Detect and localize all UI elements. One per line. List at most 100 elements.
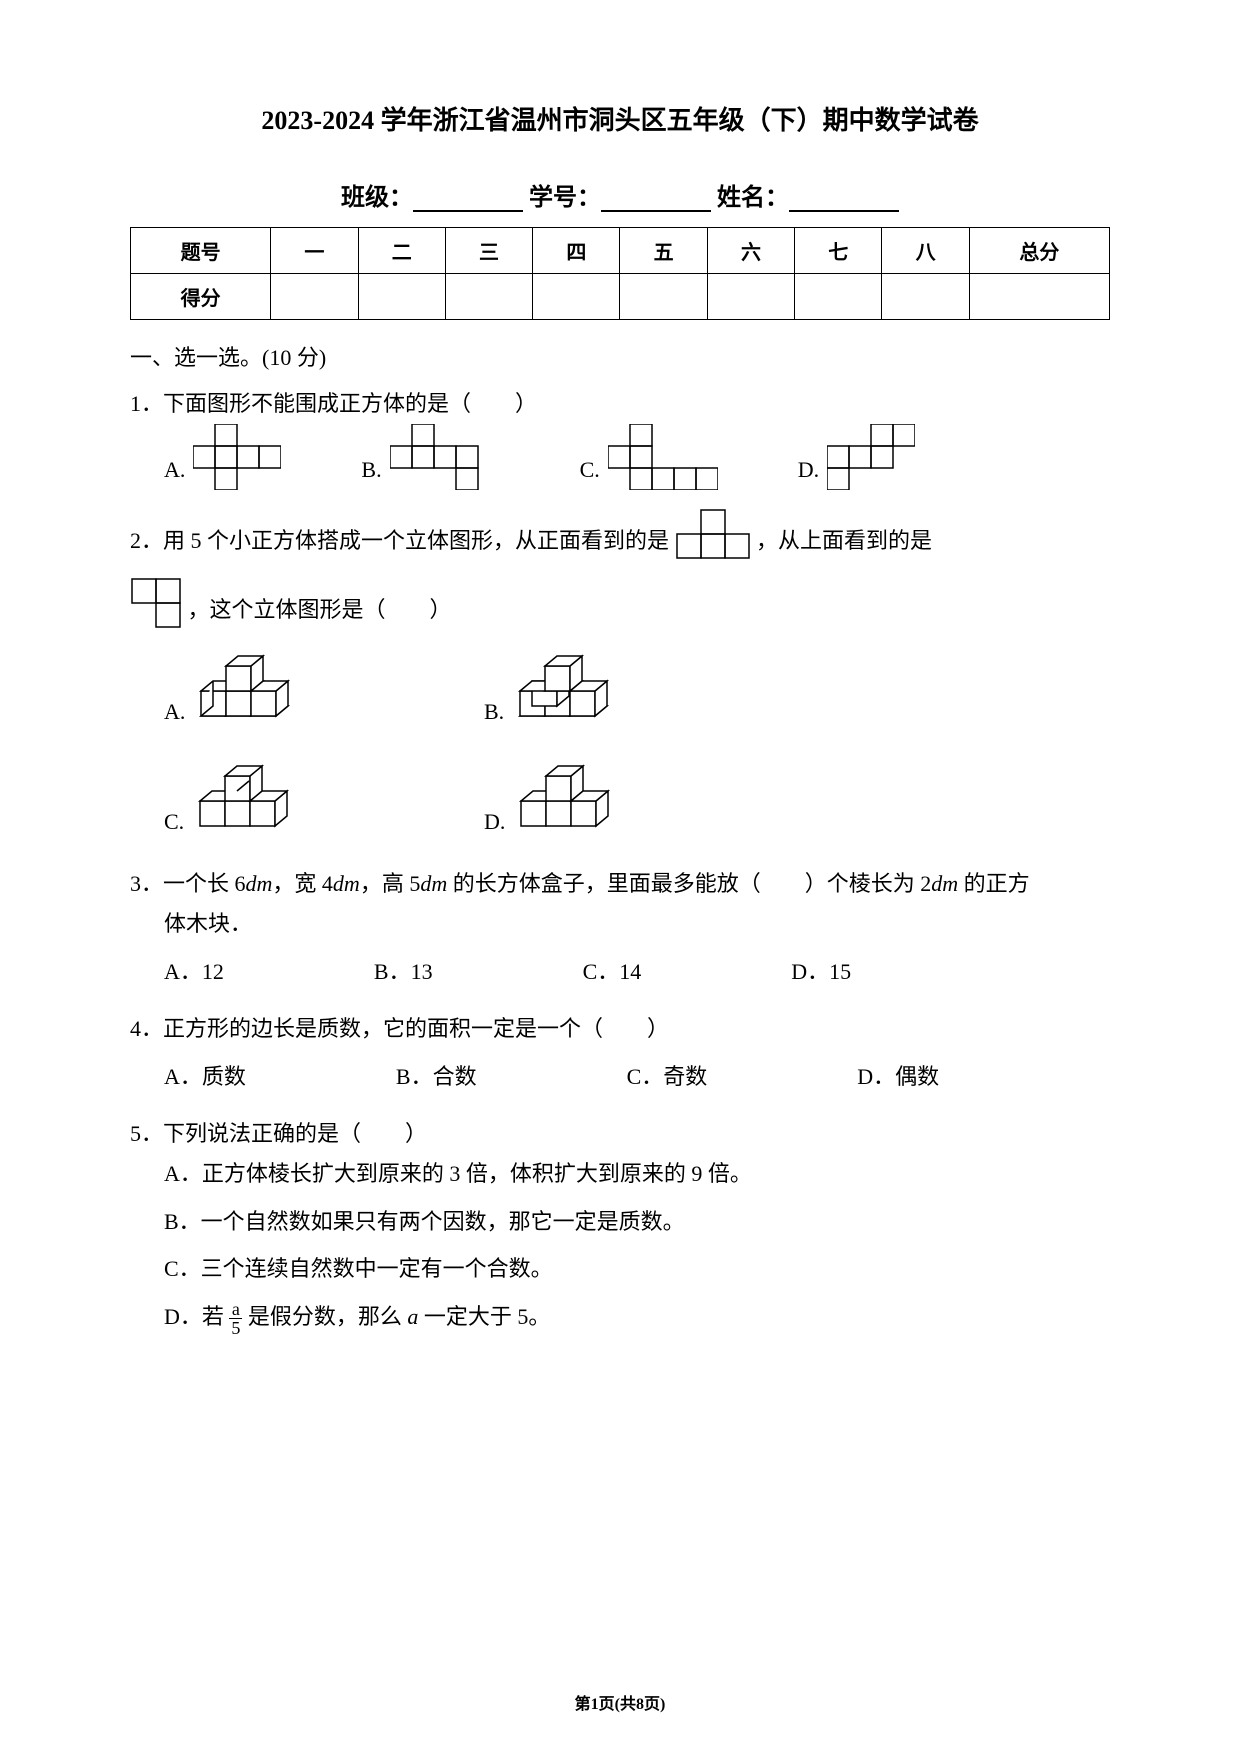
t: ，高 5 bbox=[360, 871, 421, 896]
var: a bbox=[407, 1304, 418, 1329]
q2-opt-d[interactable]: D. bbox=[484, 756, 804, 846]
top-view-icon bbox=[130, 577, 182, 646]
q2-text-a: 2．用 5 个小正方体搭成一个立体图形，从正面看到的是 bbox=[130, 527, 669, 552]
cube-net-a-icon bbox=[193, 424, 281, 490]
q1-opt-d[interactable]: D. bbox=[798, 424, 915, 490]
th: 六 bbox=[707, 228, 794, 274]
t: ，宽 4 bbox=[272, 871, 333, 896]
q2-opt-a[interactable]: A. bbox=[164, 646, 484, 736]
th: 八 bbox=[882, 228, 969, 274]
front-view-icon bbox=[675, 508, 751, 577]
q2-opt-c[interactable]: C. bbox=[164, 756, 484, 846]
score-table: 题号 一 二 三 四 五 六 七 八 总分 得分 bbox=[130, 227, 1110, 320]
cell[interactable] bbox=[795, 274, 882, 320]
opt-label: B. bbox=[484, 688, 504, 736]
iso-c-icon bbox=[190, 756, 310, 846]
name-blank[interactable] bbox=[789, 188, 899, 212]
unit: dm bbox=[246, 871, 273, 896]
q5-opt-b[interactable]: B．一个自然数如果只有两个因数，那它一定是质数。 bbox=[130, 1202, 1110, 1242]
q5-opt-c[interactable]: C．三个连续自然数中一定有一个合数。 bbox=[130, 1249, 1110, 1289]
q4-opt-d[interactable]: D．偶数 bbox=[857, 1057, 939, 1097]
unit: dm bbox=[931, 871, 958, 896]
table-row: 得分 bbox=[131, 274, 1110, 320]
cube-net-b-icon bbox=[390, 424, 500, 490]
q4-options: A．质数 B．合数 C．奇数 D．偶数 bbox=[130, 1057, 1110, 1097]
q1-opt-b[interactable]: B. bbox=[361, 424, 499, 490]
q3-opt-c[interactable]: C．14 bbox=[583, 952, 642, 992]
t: D．若 bbox=[164, 1304, 224, 1329]
row-label: 得分 bbox=[131, 274, 271, 320]
unit: dm bbox=[333, 871, 360, 896]
q1-opt-c[interactable]: C. bbox=[580, 424, 718, 490]
th: 一 bbox=[271, 228, 358, 274]
th: 二 bbox=[358, 228, 445, 274]
q1-options: A. B. C. bbox=[130, 424, 1110, 490]
q3-opt-a[interactable]: A．12 bbox=[164, 952, 224, 992]
iso-a-icon bbox=[191, 646, 311, 736]
th: 四 bbox=[533, 228, 620, 274]
opt-label: D. bbox=[798, 450, 819, 490]
section-heading: 一、选一选。(10 分) bbox=[130, 340, 1110, 372]
q2-text-b: ，从上面看到的是 bbox=[756, 527, 932, 552]
id-label: 学号： bbox=[529, 185, 601, 211]
page-footer: 第1页(共8页) bbox=[0, 1690, 1240, 1714]
unit: dm bbox=[420, 871, 447, 896]
q2-text-c: ，这个立体图形是（ ） bbox=[188, 597, 452, 622]
th: 题号 bbox=[131, 228, 271, 274]
cell[interactable] bbox=[707, 274, 794, 320]
q2-options: A. B. bbox=[130, 646, 1110, 846]
q5-text: 5．下列说法正确的是（ ） bbox=[130, 1114, 1110, 1154]
q4-opt-a[interactable]: A．质数 bbox=[164, 1057, 246, 1097]
id-blank[interactable] bbox=[601, 188, 711, 212]
q3-text: 3．一个长 6 bbox=[130, 871, 246, 896]
th: 五 bbox=[620, 228, 707, 274]
cube-net-d-icon bbox=[827, 424, 915, 490]
opt-label: C. bbox=[580, 450, 600, 490]
t: 的长方体盒子，里面最多能放（ ）个棱长为 2 bbox=[447, 871, 931, 896]
cell[interactable] bbox=[271, 274, 358, 320]
q3-opt-d[interactable]: D．15 bbox=[791, 952, 851, 992]
q5-opt-d[interactable]: D．若 a 5 是假分数，那么 a 一定大于 5。 bbox=[130, 1297, 1110, 1337]
opt-label: B. bbox=[361, 450, 381, 490]
t: 是假分数，那么 bbox=[248, 1304, 408, 1329]
question-3: 3．一个长 6dm，宽 4dm，高 5dm 的长方体盒子，里面最多能放（ ）个棱… bbox=[130, 864, 1110, 991]
q5-opt-a[interactable]: A．正方体棱长扩大到原来的 3 倍，体积扩大到原来的 9 倍。 bbox=[130, 1154, 1110, 1194]
q3-options: A．12 B．13 C．14 D．15 bbox=[130, 952, 1110, 992]
table-row: 题号 一 二 三 四 五 六 七 八 总分 bbox=[131, 228, 1110, 274]
numerator: a bbox=[229, 1300, 242, 1319]
t: 的正方 bbox=[958, 871, 1030, 896]
opt-label: C. bbox=[164, 798, 184, 846]
th: 三 bbox=[445, 228, 532, 274]
q1-opt-a[interactable]: A. bbox=[164, 424, 281, 490]
opt-label: A. bbox=[164, 688, 185, 736]
th: 七 bbox=[795, 228, 882, 274]
cell[interactable] bbox=[969, 274, 1109, 320]
t: 一定大于 5。 bbox=[418, 1304, 550, 1329]
cell[interactable] bbox=[358, 274, 445, 320]
q3-opt-b[interactable]: B．13 bbox=[374, 952, 433, 992]
cube-net-c-icon bbox=[608, 424, 718, 490]
cell[interactable] bbox=[445, 274, 532, 320]
q2-opt-b[interactable]: B. bbox=[484, 646, 804, 736]
iso-b-icon bbox=[510, 646, 630, 736]
q4-text: 4．正方形的边长是质数，它的面积一定是一个（ ） bbox=[130, 1009, 1110, 1049]
question-5: 5．下列说法正确的是（ ） A．正方体棱长扩大到原来的 3 倍，体积扩大到原来的… bbox=[130, 1114, 1110, 1337]
name-label: 姓名： bbox=[717, 185, 789, 211]
question-1: 1．下面图形不能围成正方体的是（ ） A. B. bbox=[130, 384, 1110, 490]
page-title: 2023-2024 学年浙江省温州市洞头区五年级（下）期中数学试卷 bbox=[130, 100, 1110, 137]
cell[interactable] bbox=[533, 274, 620, 320]
q3-line2: 体木块． bbox=[130, 904, 1110, 944]
question-4: 4．正方形的边长是质数，它的面积一定是一个（ ） A．质数 B．合数 C．奇数 … bbox=[130, 1009, 1110, 1096]
opt-label: D. bbox=[484, 798, 505, 846]
opt-label: A. bbox=[164, 450, 185, 490]
fraction-icon: a 5 bbox=[229, 1300, 242, 1337]
cell[interactable] bbox=[882, 274, 969, 320]
class-blank[interactable] bbox=[413, 188, 523, 212]
question-2: 2．用 5 个小正方体搭成一个立体图形，从正面看到的是 ，从上面看到的是 ，这个… bbox=[130, 508, 1110, 847]
th: 总分 bbox=[969, 228, 1109, 274]
denominator: 5 bbox=[229, 1319, 242, 1337]
q4-opt-c[interactable]: C．奇数 bbox=[627, 1057, 708, 1097]
class-label: 班级： bbox=[341, 185, 413, 211]
q4-opt-b[interactable]: B．合数 bbox=[396, 1057, 477, 1097]
cell[interactable] bbox=[620, 274, 707, 320]
